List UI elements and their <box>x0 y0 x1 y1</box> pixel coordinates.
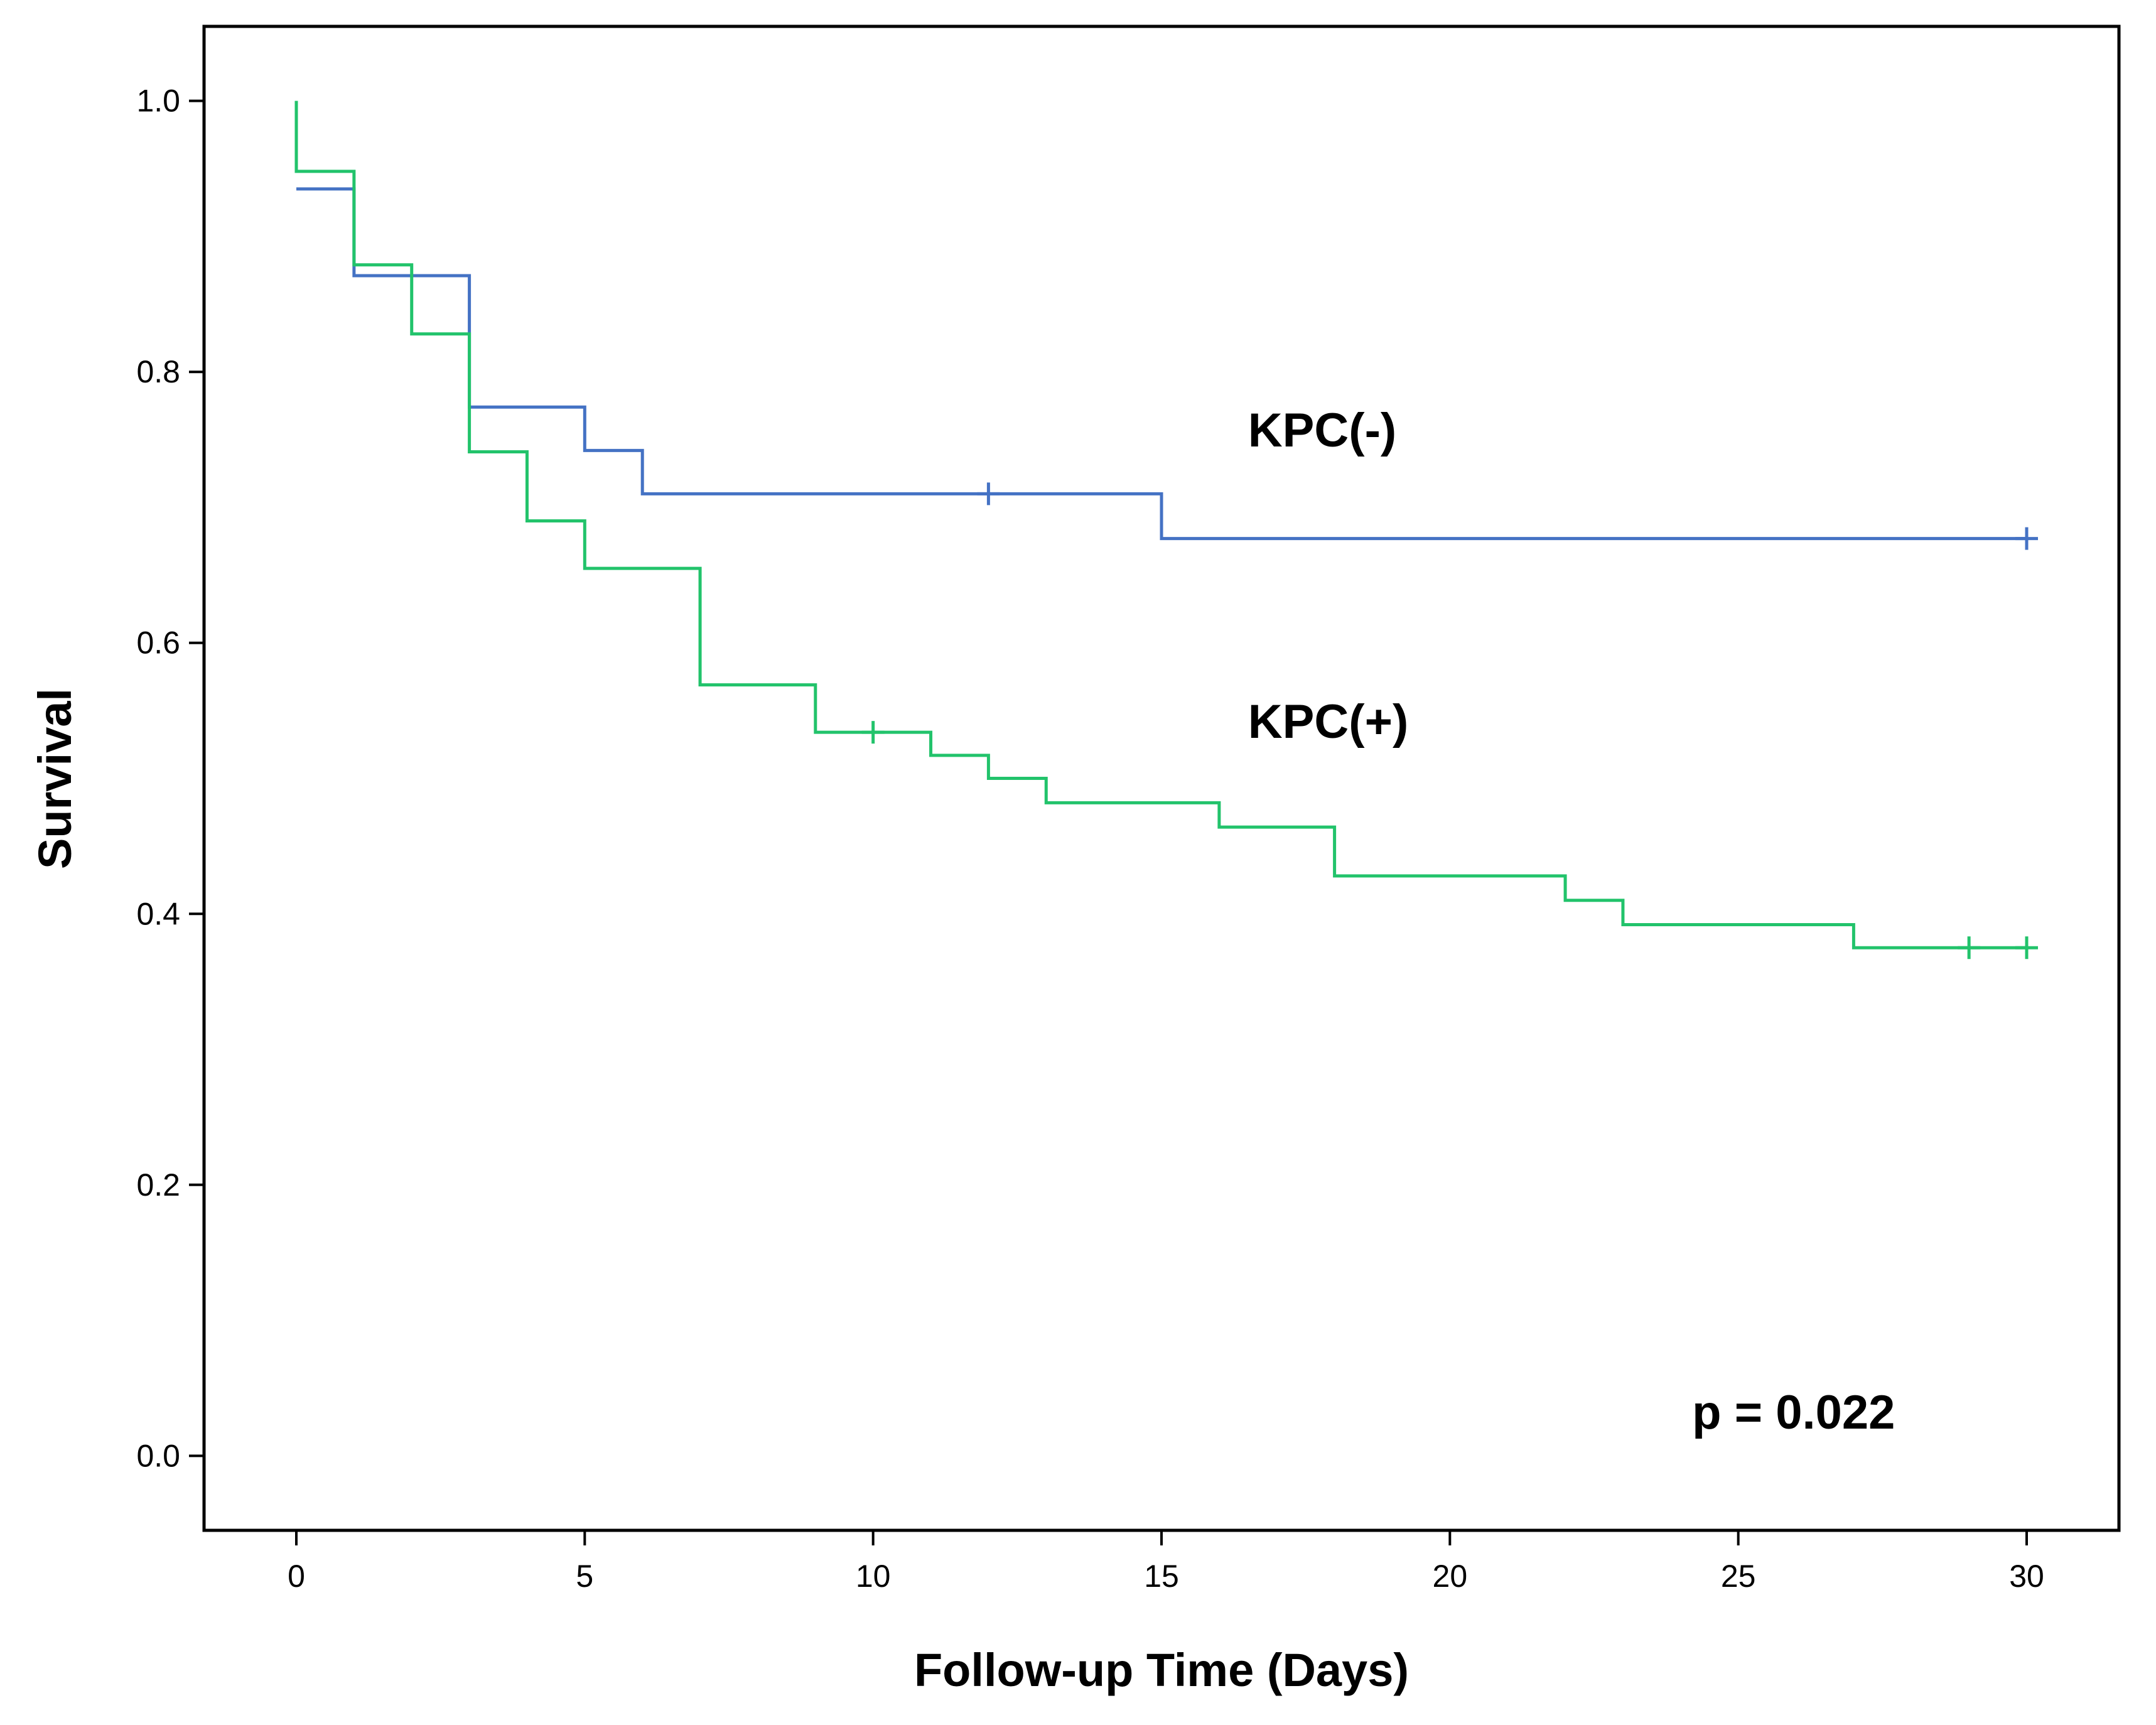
y-axis-ticks: 0.0 0.2 0.4 0.6 0.8 1.0 <box>136 84 204 1473</box>
x-tick-label: 30 <box>2009 1559 2044 1594</box>
x-axis-ticks: 0 5 10 15 20 25 30 <box>288 1530 2044 1594</box>
x-axis-label: Follow-up Time (Days) <box>914 1644 1409 1696</box>
annotation-label: KPC(-) <box>1248 404 1396 457</box>
annotation-label: KPC(+) <box>1248 695 1408 749</box>
y-tick-label: 1.0 <box>136 84 180 119</box>
y-tick-label: 0.4 <box>136 896 180 931</box>
x-tick-label: 0 <box>288 1559 305 1594</box>
y-tick-label: 0.8 <box>136 354 180 389</box>
plot-frame <box>202 24 2121 1532</box>
series-layer <box>294 100 2039 960</box>
y-tick-label: 0.2 <box>136 1167 180 1203</box>
annotation-label: p = 0.022 <box>1692 1386 1895 1439</box>
series-line-kpc-positive <box>294 100 2027 949</box>
annotation-layer: KPC(-) KPC(+) p = 0.022 <box>1248 404 1895 1439</box>
x-tick-label: 15 <box>1144 1559 1179 1594</box>
y-tick-label: 0.6 <box>136 625 180 661</box>
x-tick-label: 20 <box>1433 1559 1468 1594</box>
series-line-kpc-negative <box>296 187 2027 541</box>
x-tick-label: 25 <box>1721 1559 1756 1594</box>
y-tick-label: 0.0 <box>136 1438 180 1473</box>
x-tick-label: 10 <box>856 1559 891 1594</box>
x-tick-label: 5 <box>576 1559 593 1594</box>
y-axis-label: Survival <box>29 688 81 869</box>
